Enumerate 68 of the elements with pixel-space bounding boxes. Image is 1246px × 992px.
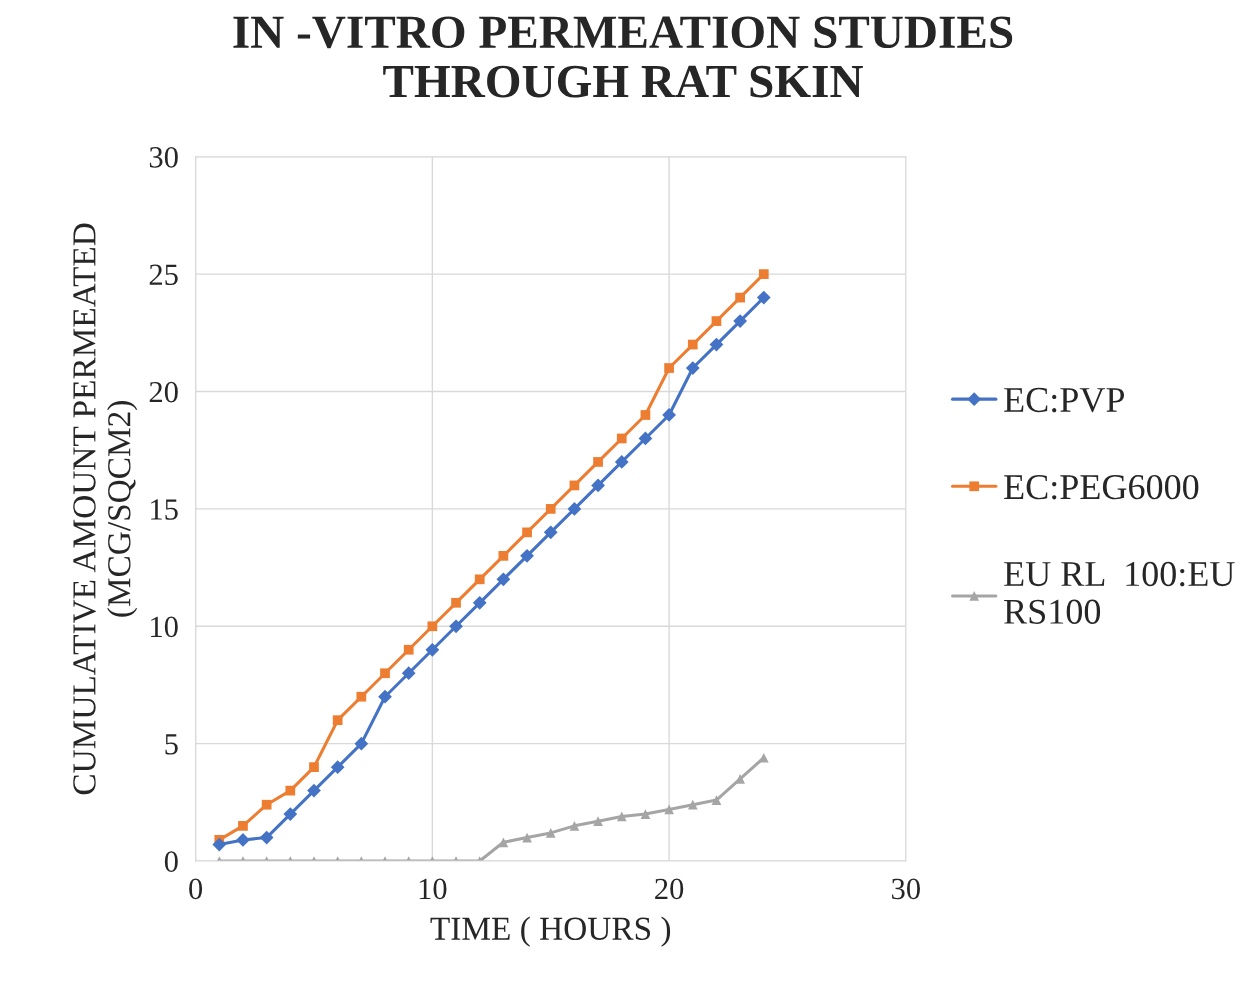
point: [616, 433, 627, 444]
point: [685, 361, 700, 375]
point: [569, 820, 580, 831]
point: [451, 597, 461, 608]
legend-label: EU RL 100:EU RS100: [1004, 561, 1235, 624]
point: [711, 316, 722, 326]
point: [285, 785, 296, 796]
point: [593, 457, 603, 467]
point: [498, 550, 509, 561]
point: [591, 478, 605, 493]
point: [545, 504, 556, 514]
x-tick-label: 10: [419, 878, 447, 900]
legend-label: EC:PEG6000: [1004, 474, 1199, 500]
point: [498, 837, 509, 848]
y-tick-label: 15: [151, 499, 178, 520]
point: [593, 816, 603, 827]
point: [401, 666, 416, 681]
point: [474, 574, 485, 585]
point: [616, 811, 627, 822]
point: [378, 689, 392, 704]
point: [711, 795, 722, 805]
point: [687, 339, 698, 350]
x-tick-label: 20: [655, 878, 684, 900]
point: [449, 619, 463, 634]
x-axis-title: TIME ( HOURS ): [430, 916, 671, 947]
y-tick-label: 5: [165, 734, 178, 755]
legend-label: EC:PVP: [1004, 387, 1125, 413]
point: [330, 760, 345, 775]
x-tick-label: 0: [189, 878, 203, 900]
point: [238, 820, 248, 831]
point: [640, 410, 651, 420]
point: [403, 644, 414, 655]
point: [496, 572, 511, 587]
point: [614, 455, 629, 469]
point: [427, 621, 438, 632]
point: [520, 548, 534, 563]
point: [307, 783, 321, 798]
point: [664, 363, 674, 373]
point: [640, 809, 651, 819]
point: [309, 762, 319, 773]
point: [756, 290, 771, 305]
point: [522, 527, 532, 538]
chart-title: IN -VITRO PERMEATION STUDIES THROUGH RAT SKIN: [233, 16, 1013, 98]
point: [545, 828, 556, 838]
y-axis-title: CUMULATIVE AMOUNT PERMEATED (MCG/SQCM2): [73, 223, 138, 795]
point: [332, 715, 343, 726]
y-tick-label: 20: [149, 381, 178, 403]
y-tick-label: 25: [149, 264, 178, 286]
point: [543, 525, 558, 540]
point: [733, 314, 747, 328]
y-tick-label: 10: [151, 616, 178, 638]
point: [664, 804, 674, 815]
point: [380, 668, 390, 679]
point: [356, 691, 367, 702]
point: [212, 837, 227, 852]
point: [687, 799, 698, 810]
x-tick-label: 30: [892, 878, 920, 900]
point: [735, 292, 745, 303]
point: [261, 799, 272, 810]
point: [283, 807, 298, 821]
point: [425, 642, 440, 657]
point: [259, 830, 274, 845]
point: [567, 502, 582, 516]
y-tick-label: 30: [149, 147, 178, 168]
point: [758, 269, 769, 279]
point: [354, 736, 369, 751]
y-tick-label: 0: [164, 851, 178, 872]
point: [472, 595, 487, 610]
